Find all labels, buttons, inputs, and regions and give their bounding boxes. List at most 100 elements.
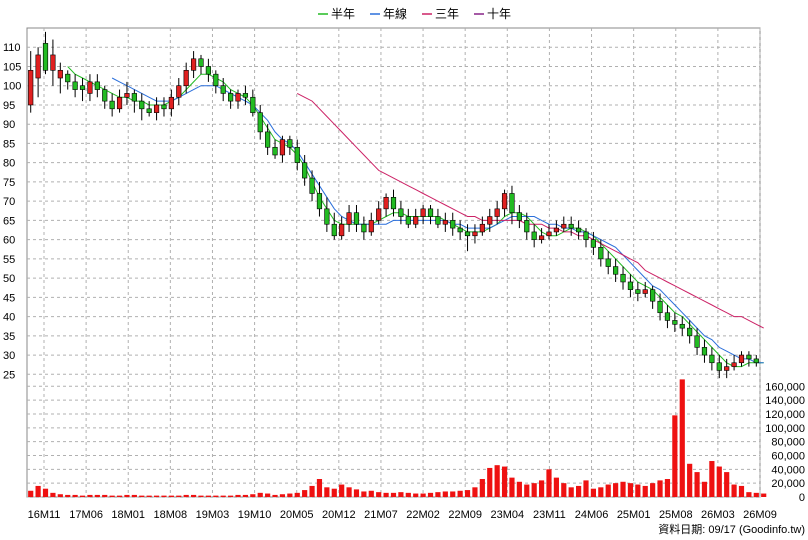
candle-body (398, 208, 404, 217)
volume-bar (390, 492, 397, 497)
volume-bar (353, 489, 360, 497)
candle-body (279, 139, 286, 156)
candle-body (524, 220, 530, 233)
candle-body (42, 43, 49, 71)
candle-body (753, 358, 759, 364)
price-tick-label: 35 (3, 331, 15, 343)
volume-bar (487, 467, 493, 497)
volume-bar (464, 490, 471, 497)
candle-body (464, 231, 471, 237)
volume-bar (494, 465, 500, 497)
candle-body (257, 112, 263, 133)
volume-bar (168, 495, 174, 497)
price-tick-label: 70 (3, 196, 15, 208)
price-tick-label: 25 (3, 369, 15, 381)
candle-body (472, 231, 478, 237)
candle-body (457, 227, 463, 233)
volume-bar (102, 494, 108, 497)
ma-3y-line (296, 92, 764, 329)
candle-body (153, 104, 160, 113)
candle-body (546, 231, 552, 237)
volume-bar (457, 490, 463, 497)
candle-body (228, 93, 234, 102)
volume-bar (405, 492, 411, 497)
candle-body (687, 327, 693, 337)
candle-body (272, 146, 278, 156)
volume-bar (701, 481, 708, 497)
footer-source: 資料日期: 09/17 (Goodinfo.tw) (658, 522, 805, 536)
volume-bar (383, 492, 389, 497)
time-tick-label: 18M08 (154, 509, 188, 521)
volume-bar (116, 495, 123, 497)
volume-bar (176, 495, 182, 497)
candle-body (302, 162, 308, 179)
time-tick-label: 16M11 (28, 509, 61, 521)
candle-body (413, 216, 419, 225)
volume-bar (309, 485, 315, 497)
candle-body (494, 208, 500, 217)
volume-bar (220, 495, 226, 497)
time-tick-label: 17M06 (69, 509, 103, 521)
time-tick-label: 20M05 (280, 509, 314, 521)
candle-body (146, 108, 152, 113)
price-tick-label: 40 (3, 312, 15, 324)
candle-body (94, 81, 100, 90)
legend-label: 三年 (435, 7, 459, 21)
candle-body (331, 223, 337, 237)
candle-body (242, 93, 249, 98)
volume-bar (265, 493, 271, 497)
candle-body (346, 212, 352, 225)
candlesticks (28, 31, 759, 379)
volume-bar (205, 495, 211, 497)
candle-body (405, 216, 411, 225)
candle-body (583, 231, 589, 240)
volume-bar (716, 466, 722, 497)
volume-bar (235, 494, 241, 497)
volume-bar (442, 491, 448, 497)
price-tick-label: 95 (3, 100, 15, 112)
volume-bar (724, 472, 730, 497)
volume-bar (509, 477, 515, 497)
volume-bar (731, 484, 737, 497)
volume-bar (346, 487, 352, 497)
volume-tick-label: 0 (799, 492, 805, 504)
volume-bar (161, 495, 167, 497)
volume-bar (642, 485, 648, 497)
candle-body (353, 212, 360, 225)
time-tick-label: 26M09 (743, 509, 777, 521)
candle-body (361, 223, 367, 233)
volume-tick-label: 60,000 (771, 450, 805, 462)
volume-bar (635, 484, 641, 497)
candle-body (116, 96, 123, 110)
volume-bar (50, 492, 56, 497)
volume-bar (272, 494, 278, 497)
volume-bar (590, 488, 597, 497)
candle-body (738, 354, 745, 364)
candle-body (450, 220, 456, 229)
candle-body (213, 73, 219, 87)
candle-body (168, 96, 174, 110)
volume-tick-label: 20,000 (771, 478, 805, 490)
candle-body (442, 220, 448, 225)
volume-bar (657, 480, 663, 497)
price-tick-label: 50 (3, 273, 15, 285)
candle-body (102, 89, 108, 102)
volume-bar (190, 494, 197, 497)
candle-body (220, 85, 226, 94)
price-tick-label: 60 (3, 235, 15, 247)
candle-body (72, 81, 78, 90)
volume-bar (709, 461, 715, 497)
volume-bar (687, 463, 693, 497)
candle-body (161, 104, 167, 110)
candle-body (427, 208, 434, 217)
candle-body (576, 227, 582, 233)
volume-bar (124, 494, 130, 497)
volume-bar (679, 379, 685, 497)
time-tick-label: 25M01 (617, 509, 651, 521)
candle-body (501, 193, 508, 210)
time-tick-label: 22M02 (406, 509, 440, 521)
price-tick-label: 65 (3, 215, 15, 227)
volume-bar (524, 484, 530, 497)
candle-body (598, 247, 604, 260)
